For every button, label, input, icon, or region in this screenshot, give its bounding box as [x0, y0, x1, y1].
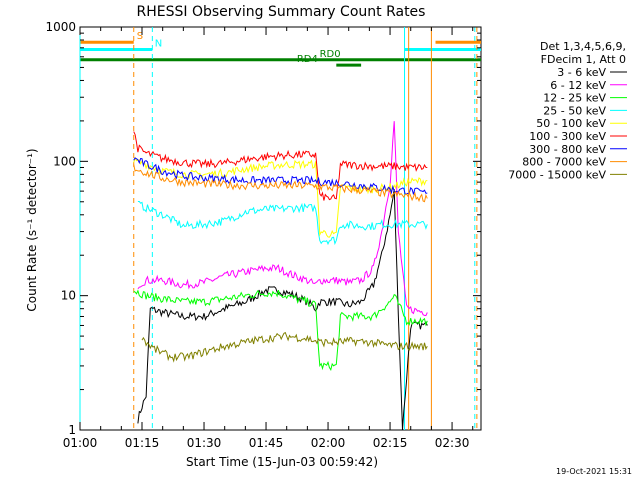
legend-label-6: 300 - 800 keV [529, 143, 606, 156]
legend-label-1: 6 - 12 keV [550, 79, 606, 92]
flag-label-s: S [137, 31, 143, 42]
series-line-5 [133, 131, 428, 201]
legend: Det 1,3,4,5,6,9, FDecim 1, Att 0 3 - 6 k… [508, 40, 627, 181]
legend-header-line-1: Det 1,3,4,5,6,9, [540, 40, 626, 53]
x-tick-label-4: 02:00 [311, 436, 346, 450]
y-axis-label: Count Rate (s⁻¹ detector⁻¹) [25, 148, 39, 311]
series-line-7 [133, 164, 428, 203]
flag-label-rd4: RD4 [297, 54, 318, 65]
legend-label-3: 25 - 50 keV [543, 104, 606, 117]
legend-header-line-2: FDecim 1, Att 0 [541, 53, 626, 66]
legend-label-5: 100 - 300 keV [529, 130, 606, 143]
legend-label-2: 12 - 25 keV [543, 92, 606, 105]
flag-label-n: N [155, 38, 162, 49]
x-tick-label-5: 02:15 [373, 436, 408, 450]
x-tick-label-1: 01:15 [125, 436, 160, 450]
data-series [133, 121, 428, 431]
legend-label-0: 3 - 6 keV [557, 66, 606, 79]
series-line-3 [137, 201, 428, 246]
legend-label-7: 800 - 7000 keV [522, 156, 606, 169]
y-axis: 1 10 100 1000 [45, 20, 481, 437]
x-tick-label-0: 01:00 [63, 436, 98, 450]
x-tick-label-2: 01:30 [187, 436, 222, 450]
vertical-markers [79, 27, 478, 430]
y-tick-label-0: 1 [68, 423, 76, 437]
y-tick-label-3: 1000 [45, 20, 76, 34]
x-axis: 01:00 01:15 01:30 01:45 02:00 02:15 02:30 [63, 27, 474, 450]
series-line-8 [141, 331, 428, 363]
y-tick-label-1: 10 [61, 289, 76, 303]
x-tick-label-3: 01:45 [249, 436, 284, 450]
legend-label-4: 50 - 100 keV [536, 117, 606, 130]
series-line-2 [133, 289, 428, 371]
series-line-1 [137, 121, 428, 317]
legend-label-8: 7000 - 15000 keV [508, 168, 606, 181]
flag-label-rd0: RD0 [320, 49, 341, 60]
x-axis-label: Start Time (15-Jun-03 00:59:42) [186, 455, 378, 469]
footer-timestamp: 19-Oct-2021 15:31 [556, 467, 632, 476]
plot-frame [79, 26, 482, 431]
y-tick-label-2: 100 [53, 154, 76, 168]
chart-title: RHESSI Observing Summary Count Rates [137, 4, 426, 20]
series-line-0 [137, 189, 428, 431]
x-tick-label-6: 02:30 [435, 436, 470, 450]
